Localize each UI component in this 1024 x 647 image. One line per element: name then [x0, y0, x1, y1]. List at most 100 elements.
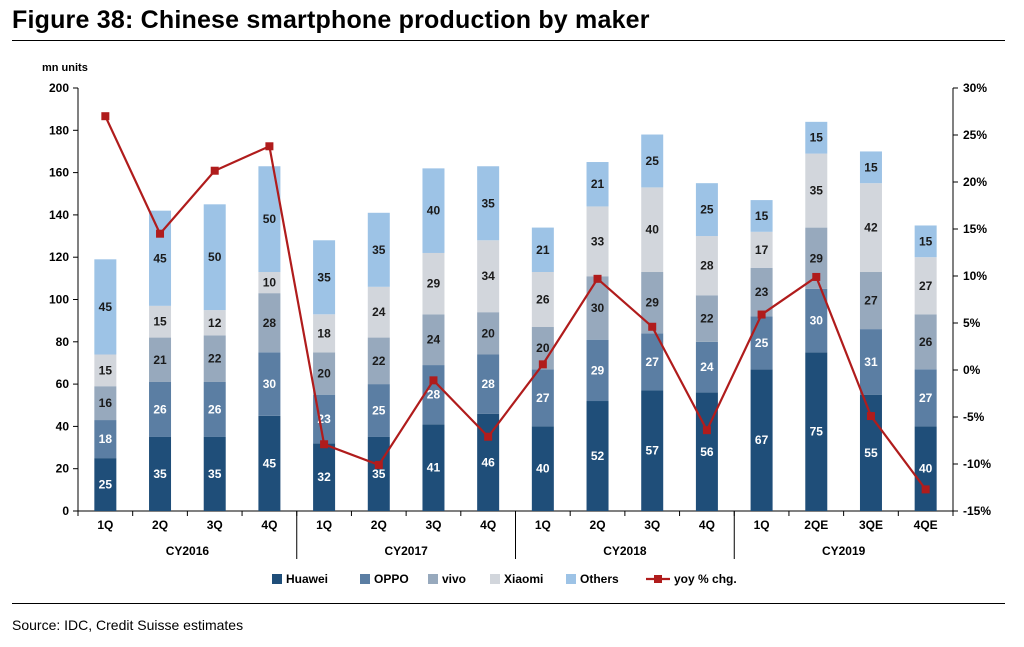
bar-value-label: 30: [810, 314, 824, 328]
bar-value-label: 20: [481, 326, 495, 340]
bar-value-label: 22: [208, 352, 222, 366]
bar-value-label: 15: [755, 209, 769, 223]
bar-value-label: 16: [99, 396, 113, 410]
y-tick-label: 180: [49, 123, 69, 137]
bar-segment-vivo: [477, 312, 500, 355]
bar-segment-vivo: [586, 276, 609, 340]
bar-value-label: 29: [427, 277, 441, 291]
bar-value-label: 25: [99, 478, 113, 492]
bar-value-label: 21: [153, 353, 167, 367]
legend-label: Xiaomi: [504, 572, 543, 586]
y-tick-label: 0: [62, 504, 69, 518]
bar-value-label: 40: [427, 204, 441, 218]
bar-segment-oppo: [859, 329, 882, 395]
bar-value-label: 42: [864, 221, 878, 235]
bar-value-label: 35: [481, 196, 495, 210]
y2-tick-label: 0%: [963, 363, 981, 377]
bar-segment-oppo: [94, 420, 117, 459]
bar-segment-huawei: [531, 426, 554, 511]
y-tick-label: 60: [56, 377, 70, 391]
bar-segment-oppo: [586, 339, 609, 402]
bar-value-label: 52: [591, 449, 605, 463]
legend-label: OPPO: [374, 572, 409, 586]
bar-segment-oppo: [313, 394, 336, 444]
bar-segment-huawei: [805, 352, 828, 511]
bar-value-label: 26: [919, 335, 933, 349]
bar-segment-oppo: [805, 288, 828, 353]
bar-segment-vivo: [258, 293, 281, 353]
bar-value-label: 24: [700, 360, 714, 374]
legend: Huawei OPPO vivo Xiaomi Others yoy % chg.: [272, 572, 737, 586]
bar-value-label: 22: [700, 312, 714, 326]
bar-segment-vivo: [805, 227, 828, 289]
bar-value-label: 27: [919, 279, 933, 293]
legend-label: Others: [580, 572, 619, 586]
yoy-marker: [866, 412, 875, 421]
bar-segment-others: [641, 134, 664, 188]
bar-value-label: 46: [481, 455, 495, 469]
bar-value-label: 22: [372, 354, 386, 368]
x-tick-label: 2QE: [804, 518, 828, 532]
bar-segment-oppo: [914, 369, 937, 427]
bar-value-label: 27: [646, 355, 660, 369]
bar-segment-huawei: [586, 401, 609, 511]
bar-value-label: 35: [810, 184, 824, 198]
yoy-marker: [429, 376, 438, 385]
bar-value-label: 21: [536, 243, 550, 257]
bar-segment-huawei: [695, 392, 718, 511]
bar-segment-vivo: [313, 352, 336, 395]
bar-value-label: 35: [372, 243, 386, 257]
y-tick-label: 20: [56, 462, 70, 476]
stacked-bar-chart: mn units 0 20 40 60 80 100 120 140 160 180 200 -15% -…: [42, 62, 991, 586]
legend-swatch-xiaomi: [490, 574, 500, 584]
bar-value-label: 15: [919, 234, 933, 248]
bar-segment-oppo: [258, 352, 281, 416]
bar-segment-others: [531, 227, 554, 273]
source-note: Source: IDC, Credit Suisse estimates: [12, 617, 244, 633]
y-tick-label: 140: [49, 208, 69, 222]
y-tick-label: 200: [49, 81, 69, 95]
yoy-line: [101, 112, 930, 494]
bar-value-label: 67: [755, 433, 769, 447]
bar-value-label: 41: [427, 461, 441, 475]
bar-segment-xiaomi: [477, 240, 500, 313]
yoy-marker: [538, 360, 547, 369]
bar-value-label: 34: [481, 269, 495, 283]
year-label: CY2018: [603, 544, 647, 558]
bar-value-label: 29: [646, 296, 660, 310]
yoy-marker: [593, 274, 602, 283]
bars: 25 18 16 15 45 35 26 21 15 45 35 26 22 12 50 45 30 28 10 50…: [94, 121, 937, 511]
bar-value-label: 35: [317, 270, 331, 284]
x-tick-label: 2Q: [371, 518, 387, 532]
bar-value-label: 50: [208, 250, 222, 264]
bar-value-label: 30: [591, 301, 605, 315]
bar-segment-vivo: [750, 267, 773, 317]
bar-value-label: 21: [591, 177, 605, 191]
bar-segment-xiaomi: [641, 187, 664, 273]
bar-value-label: 57: [646, 444, 660, 458]
bar-segment-vivo: [94, 386, 117, 421]
bar-segment-others: [477, 166, 500, 241]
yoy-marker: [210, 166, 219, 175]
y2-tick-label: 10%: [963, 269, 987, 283]
bar-value-label: 40: [536, 462, 550, 476]
axes: mn units 0 20 40 60 80 100 120 140 160 180 200 -15% -…: [42, 62, 991, 559]
x-tick-label: 4Q: [480, 518, 496, 532]
bar-segment-vivo: [914, 314, 937, 370]
bar-value-label: 30: [263, 377, 277, 391]
bar-segment-huawei: [641, 390, 664, 511]
bar-value-label: 28: [263, 316, 277, 330]
bar-segment-vivo: [695, 295, 718, 342]
bar-value-label: 18: [317, 326, 331, 340]
bar-segment-others: [859, 151, 882, 184]
legend-label: yoy % chg.: [674, 572, 737, 586]
bar-segment-huawei: [258, 415, 281, 511]
bar-value-label: 45: [99, 300, 113, 314]
bar-value-label: 26: [536, 293, 550, 307]
bar-value-label: 20: [317, 367, 331, 381]
year-label: CY2019: [822, 544, 866, 558]
bar-value-label: 27: [536, 391, 550, 405]
bar-value-label: 40: [646, 223, 660, 237]
bar-value-label: 28: [427, 388, 441, 402]
bar-value-label: 17: [755, 243, 769, 257]
